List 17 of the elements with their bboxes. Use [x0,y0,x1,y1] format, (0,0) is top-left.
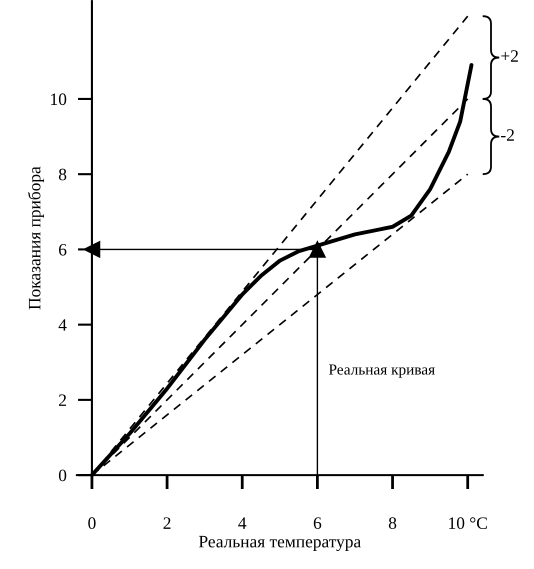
y-tick-label: 2 [59,394,66,406]
y-tick-label: 8 [58,168,66,180]
annotation: Реальная кривая [328,364,435,378]
y-tick-label: 4 [58,319,67,331]
text: +2 [501,50,518,62]
y-tick-label: 0 [58,470,66,482]
x-axis-title: Реальная температура [198,536,361,552]
x-tick-label: 0 [88,517,96,529]
y-axis-title: Показания прибора [28,166,44,310]
x-tick-label: 8 [388,517,396,529]
x-tick-label: 2 [164,517,170,529]
text: -2 [501,129,514,141]
x-tick-label: 10 °C [449,517,487,529]
x-tick-label: 6 [314,517,322,529]
y-tick-label: 10 [51,93,66,106]
x-tick-label: 4 [238,517,246,529]
y-tick-label: 6 [58,244,66,256]
